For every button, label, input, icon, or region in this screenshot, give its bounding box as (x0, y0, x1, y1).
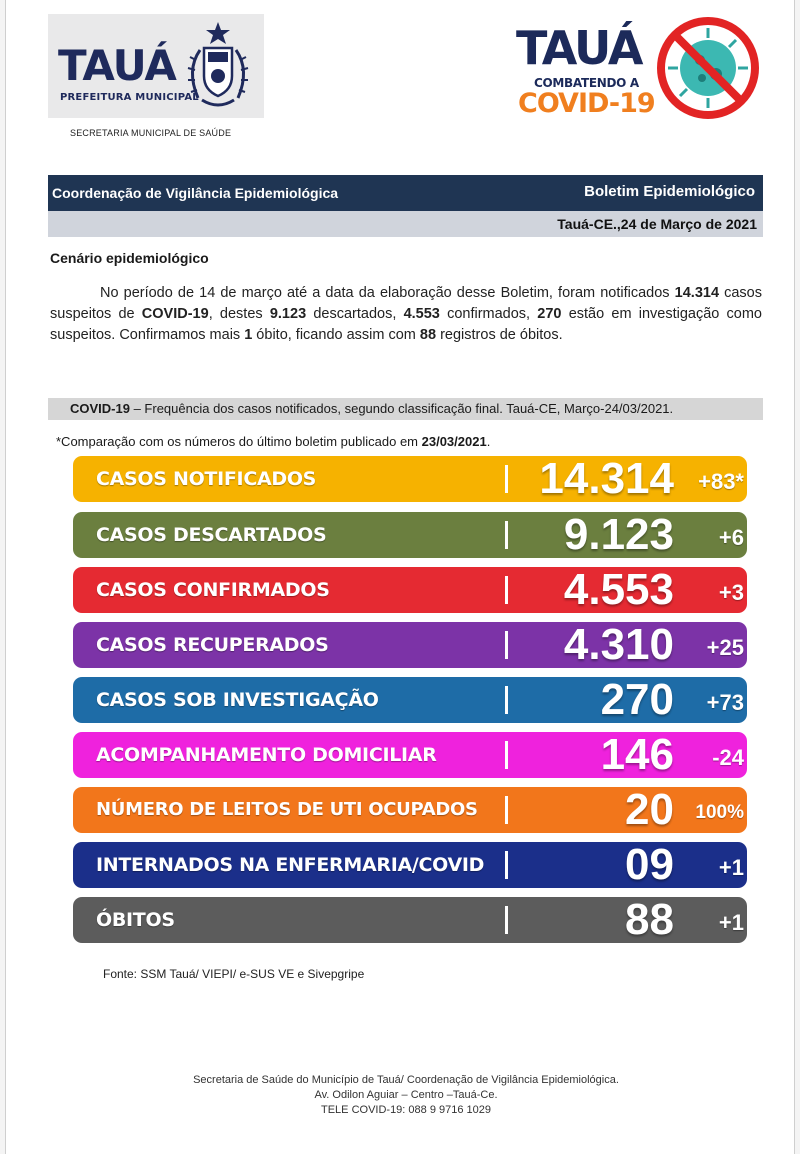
stat-delta: +1 (718, 910, 744, 935)
stat-casos-confirmados: CASOS CONFIRMADOS 4.553 +3 (73, 567, 747, 613)
prefeitura-logo: TAUÁ PREFEITURA MUNICIPAL (48, 14, 264, 118)
stat-divider (505, 906, 508, 934)
footer-line-1: Secretaria de Saúde do Município de Tauá… (193, 1074, 619, 1086)
stat-divider (505, 631, 508, 659)
stat-internados-enfermaria: INTERNADOS NA ENFERMARIA/COVID 09 +1 (73, 842, 747, 888)
stat-value: 20 (625, 787, 674, 833)
stat-value: 14.314 (539, 456, 674, 502)
caption-text: – Frequência dos casos notificados, segu… (129, 401, 674, 416)
campaign-logo-covid: COVID-19 (518, 88, 656, 119)
stat-delta: +73 (706, 690, 744, 715)
stat-divider (505, 686, 508, 714)
bulletin-date: Tauá-CE.,24 de Março de 2021 (557, 216, 757, 232)
stat-label: CASOS DESCARTADOS (96, 524, 327, 546)
stat-delta: +83* (698, 469, 744, 494)
stat-delta: +3 (718, 580, 744, 605)
stat-value: 4.553 (563, 567, 674, 613)
covid-term: COVID-19 (141, 306, 209, 322)
comparison-date: 23/03/2021 (421, 434, 487, 449)
stat-leitos-uti: NÚMERO DE LEITOS DE UTI OCUPADOS 20 100% (73, 787, 747, 833)
stat-casos-notificados: CASOS NOTIFICADOS 14.314 +83* (73, 456, 747, 502)
campaign-logo: TAUÁ COMBATENDO A COVID-19 (516, 16, 761, 126)
campaign-logo-word: TAUÁ (516, 21, 644, 75)
stat-delta: -24 (712, 745, 744, 770)
stat-value: 9.123 (563, 512, 674, 558)
stat-delta: 100% (695, 802, 744, 823)
stat-delta: +6 (718, 525, 744, 550)
coat-of-arms-icon (187, 22, 249, 107)
stat-value: 270 (600, 677, 674, 723)
stat-label: INTERNADOS NA ENFERMARIA/COVID (96, 854, 485, 876)
boletim-title: Boletim Epidemiológico (584, 183, 755, 200)
secretaria-label: SECRETARIA MUNICIPAL DE SAÚDE (70, 128, 232, 138)
text-run: casos suspeitos de (50, 285, 762, 322)
stat-value: 09 (625, 842, 674, 888)
stat-label: CASOS NOTIFICADOS (96, 468, 317, 490)
stat-casos-recuperados: CASOS RECUPERADOS 4.310 +25 (73, 622, 747, 668)
stat-divider (505, 576, 508, 604)
footer-line-2: Av. Odilon Aguiar – Centro –Tauá-Ce. (314, 1089, 498, 1101)
caption-bold: COVID-19 (70, 401, 130, 416)
campaign-logo-subtitle: COMBATENDO A (534, 76, 639, 90)
scenario-heading: Cenário epidemiológico (50, 250, 209, 266)
crossed-virus-icon (657, 17, 759, 119)
stat-label: CASOS CONFIRMADOS (96, 579, 330, 601)
stat-casos-descartados: CASOS DESCARTADOS 9.123 +6 (73, 512, 747, 558)
stat-divider (505, 796, 508, 824)
comparison-text: *Comparação com os números do último bol… (56, 434, 422, 449)
new-death-count: 1 (244, 327, 253, 343)
stat-label: NÚMERO DE LEITOS DE UTI OCUPADOS (96, 799, 478, 820)
notified-count: 14.314 (674, 285, 720, 301)
stat-acompanhamento-domiciliar: ACOMPANHAMENTO DOMICILIAR 146 -24 (73, 732, 747, 778)
source-note: Fonte: SSM Tauá/ VIEPI/ e-SUS VE e Sivep… (103, 967, 365, 981)
stat-value: 4.310 (563, 622, 674, 668)
stat-value: 88 (625, 897, 674, 943)
stat-divider (505, 741, 508, 769)
bulletin-page: TAUÁ PREFEITURA MUNICIPAL SECRETARIA MUN… (5, 0, 795, 1154)
text-run: descartados, (306, 306, 404, 322)
text-run: No período de 14 de março até a data da … (100, 285, 675, 301)
stat-obitos: ÓBITOS 88 +1 (73, 897, 747, 943)
confirmed-count: 4.553 (403, 306, 440, 322)
scenario-paragraph: No período de 14 de março até a data da … (50, 283, 762, 346)
stat-label: ÓBITOS (96, 909, 175, 931)
coordenacao-title: Coordenação de Vigilância Epidemiológica (52, 185, 339, 201)
text-run: estão em investigação como suspeitos. Co… (50, 306, 762, 343)
stat-label: CASOS SOB INVESTIGAÇÃO (96, 689, 379, 711)
deaths-count: 88 (419, 327, 437, 343)
text-run: óbito, ficando assim com (252, 327, 420, 343)
stat-delta: +1 (718, 855, 744, 880)
stat-delta: +25 (706, 635, 744, 660)
stat-divider (505, 521, 508, 549)
stat-label: ACOMPANHAMENTO DOMICILIAR (96, 744, 437, 766)
stat-casos-sob-investigacao: CASOS SOB INVESTIGAÇÃO 270 +73 (73, 677, 747, 723)
title-bar: Coordenação de Vigilância Epidemiológica… (48, 175, 763, 211)
footer-line-3: TELE COVID-19: 088 9 9716 1029 (321, 1104, 491, 1116)
investigation-count: 270 (537, 306, 562, 322)
stat-divider (505, 465, 508, 493)
stat-divider (505, 851, 508, 879)
discarded-count: 9.123 (269, 306, 307, 322)
text-run: confirmados, (439, 306, 538, 322)
logo-subtitle: PREFEITURA MUNICIPAL (60, 92, 199, 103)
text-run: registros de óbitos. (436, 327, 563, 343)
comparison-note: *Comparação com os números do último bol… (56, 434, 490, 449)
logo-word: TAUÁ (58, 41, 177, 90)
stat-value: 146 (600, 732, 674, 778)
comparison-end: . (486, 434, 491, 449)
text-run: , destes (208, 306, 270, 322)
table-caption: COVID-19 – Frequência dos casos notifica… (48, 398, 763, 420)
stat-label: CASOS RECUPERADOS (96, 634, 329, 656)
date-bar: Tauá-CE.,24 de Março de 2021 (48, 211, 763, 237)
